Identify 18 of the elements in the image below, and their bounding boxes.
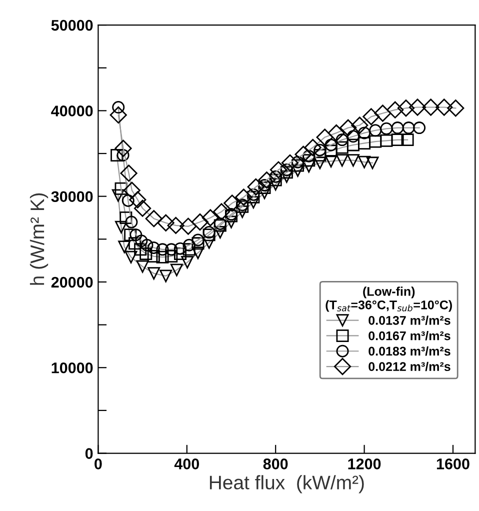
text: (Low-fin) (T$_{sat}$=36°C,T$_{sub}$=10°C)	[326, 286, 452, 312]
y-tick-label: 40000	[51, 106, 93, 116]
legend-label: 0.0167 m³/m²s	[368, 331, 450, 340]
x-tick-label: 1200	[348, 458, 381, 470]
y-tick-label: 30000	[51, 191, 93, 202]
y-tick-label: 0	[85, 448, 93, 459]
x-tick-label: 1600	[436, 458, 470, 470]
x-tick-label: 400	[174, 458, 200, 470]
y-tick-label: 20000	[51, 276, 93, 288]
x-axis-title: Heat flux (kW/m²)	[210, 475, 364, 494]
y-tick-label: 10000	[52, 362, 93, 374]
y-tick-label: 50000	[51, 20, 93, 31]
legend-label: 0.0183 m³/m²s	[368, 346, 450, 356]
x-tick-label: 0	[94, 458, 102, 470]
x-tick-label: 800	[263, 458, 288, 470]
legend-label: 0.0212 m³/m²s	[368, 362, 450, 372]
y-axis-title: h (W/m² K)	[30, 193, 48, 285]
legend-label: 0.0137 m³/m²s	[368, 316, 450, 325]
